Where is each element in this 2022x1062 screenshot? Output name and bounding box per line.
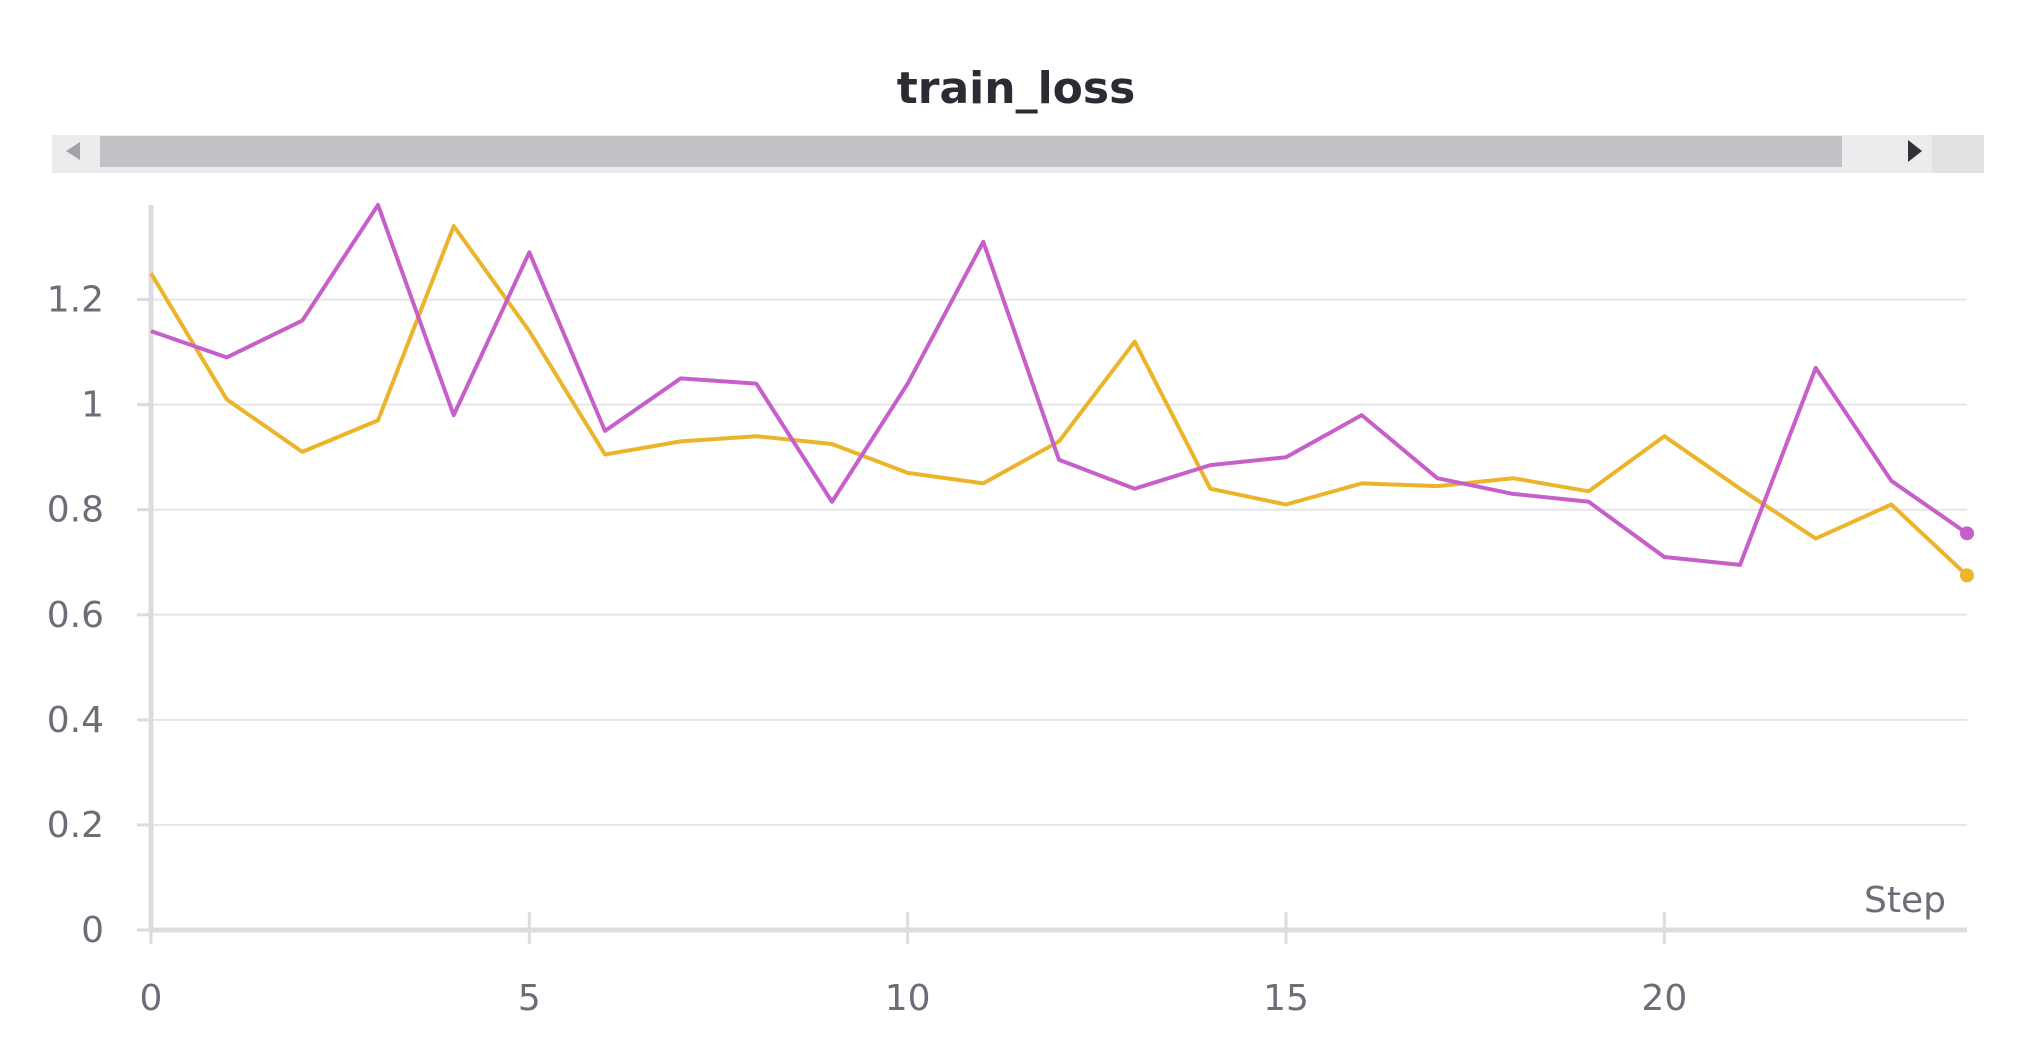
y-axis-ticks: 0 0.2 0.4 0.6 0.8 1 1.2 [47,280,151,951]
horizontal-scrollbar[interactable] [52,135,1984,173]
series-line-1 [149,224,1969,577]
scroll-left-arrow-icon[interactable] [66,142,80,160]
axes [148,205,1967,933]
x-tick-label: 20 [1641,978,1687,1019]
chart-title: train_loss [897,63,1136,114]
scroll-right-arrow-icon[interactable] [1908,140,1922,162]
series-line-2 [150,203,1969,567]
y-tick-label: 0 [81,910,104,951]
series-endpoint-1 [1960,568,1974,583]
y-tick-label: 0.2 [47,805,104,846]
x-axis-ticks: 0 5 10 15 20 [140,912,1687,1019]
scrollbar-right-cap [1932,135,1984,173]
grid [151,298,1967,826]
x-tick-label: 5 [518,978,541,1019]
y-tick-label: 0.8 [47,490,104,531]
series-lines [149,203,1974,583]
x-tick-label: 15 [1263,978,1309,1019]
y-tick-label: 1.2 [47,280,104,321]
y-tick-label: 0.6 [47,595,104,636]
scrollbar-thumb[interactable] [100,136,1842,167]
x-tick-label: 0 [140,978,163,1019]
x-tick-label: 10 [885,978,931,1019]
y-tick-label: 1 [81,385,104,426]
x-axis-label: Step [1864,880,1946,921]
series-endpoint-2 [1960,526,1974,541]
y-tick-label: 0.4 [47,700,104,741]
